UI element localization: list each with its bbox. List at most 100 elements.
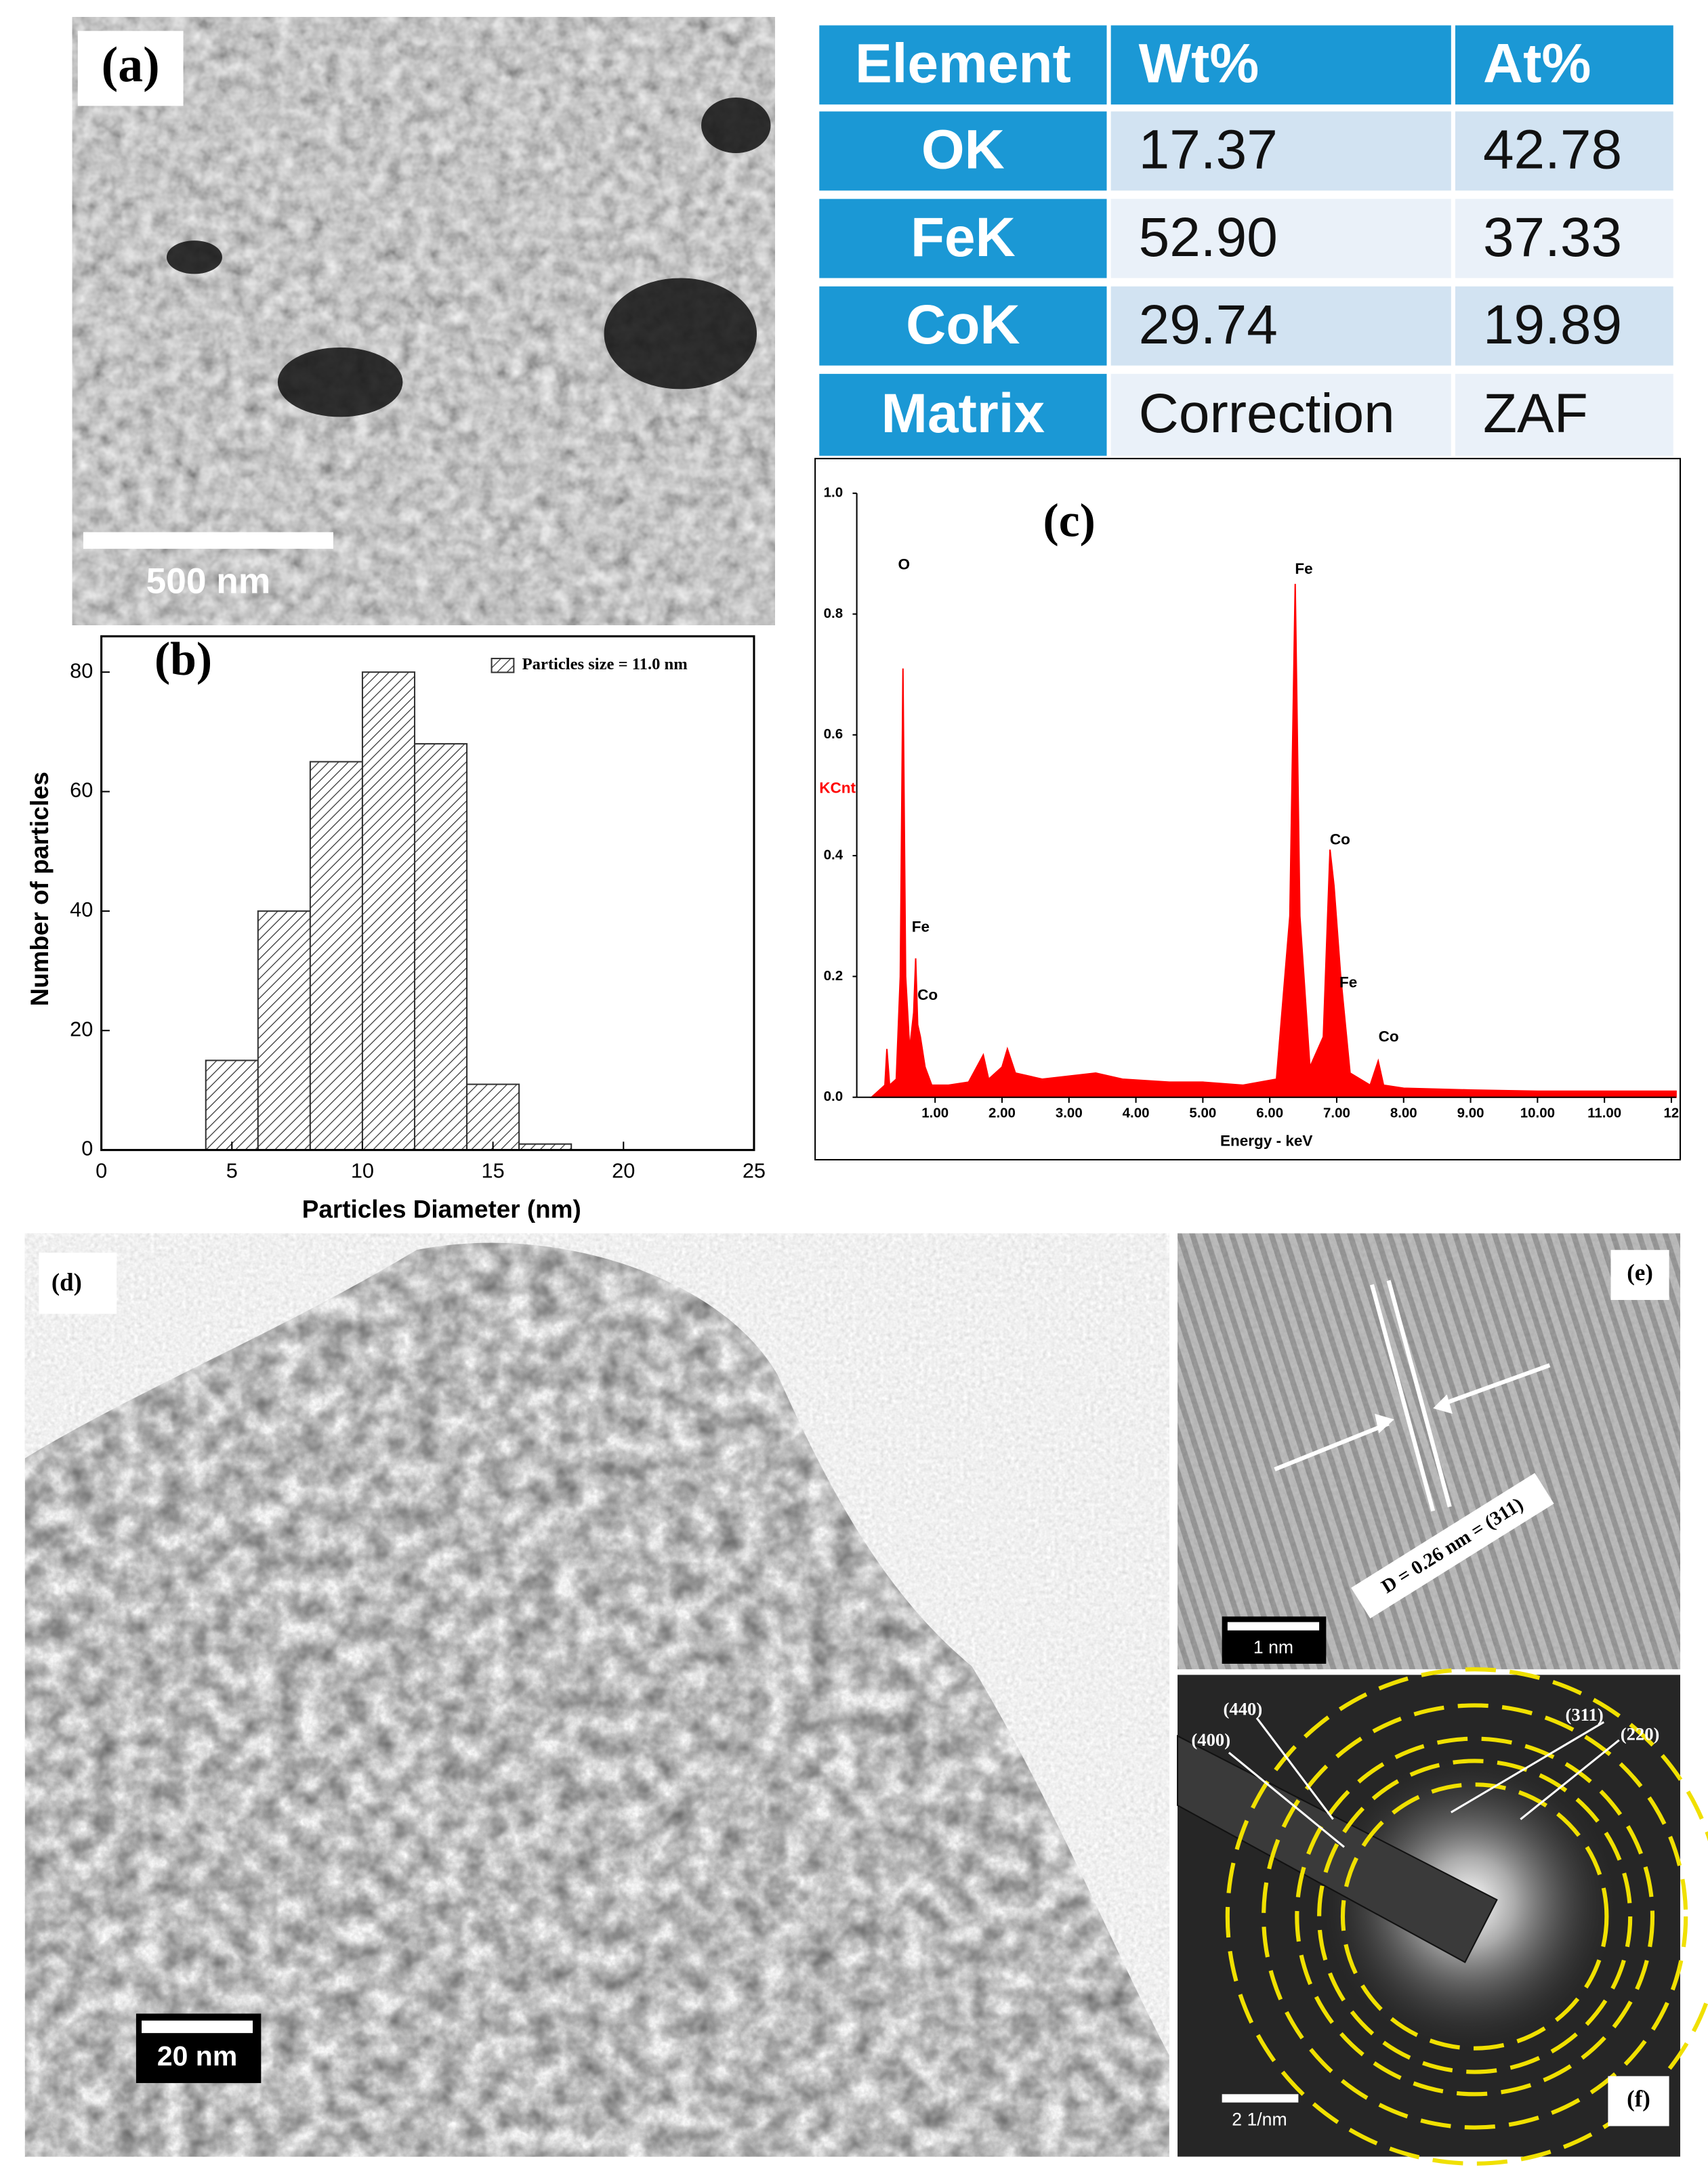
y-tick-label: 60	[70, 778, 93, 802]
x-tick-label: 10.00	[1520, 1106, 1555, 1121]
table-cell-text: FeK	[911, 207, 1016, 268]
scale-bar-label: 1 nm	[1253, 1637, 1293, 1657]
bar	[361, 671, 416, 1151]
x-tick-label: 5	[226, 1159, 238, 1183]
peak-label: Fe	[912, 919, 930, 936]
table-cell-text: 17.37	[1139, 119, 1278, 181]
table-cell-text: 19.89	[1483, 294, 1622, 356]
x-tick-label: 9.00	[1457, 1106, 1484, 1121]
fringe-line	[1370, 1284, 1436, 1512]
label-box	[1610, 1250, 1669, 1300]
x-tick-label: 20	[612, 1159, 635, 1183]
arrowheads	[1375, 1394, 1453, 1433]
ring	[1317, 1759, 1633, 2074]
scale-bar-label: 2 1/nm	[1232, 2109, 1287, 2129]
bar	[466, 1083, 520, 1151]
legend-label: Particles size = 11.0 nm	[522, 655, 688, 673]
table-cell-text: 37.33	[1483, 207, 1622, 268]
table-cell	[1455, 286, 1673, 366]
x-tick-label: 2.00	[988, 1106, 1016, 1121]
rings	[1225, 1667, 1708, 2166]
panel-label: (b)	[154, 633, 212, 686]
table-cell	[819, 111, 1107, 191]
scale-bar	[1227, 1622, 1320, 1631]
table-cell	[1110, 286, 1451, 366]
tem-cluster	[24, 1242, 1169, 2157]
y-tick-label: 0	[81, 1137, 93, 1160]
fringe-marks	[1274, 1280, 1551, 1512]
peak-label: Co	[1330, 831, 1350, 848]
table-cell	[1455, 373, 1673, 456]
table-cell-text: 29.74	[1139, 294, 1278, 356]
y-tick-label: 40	[70, 898, 93, 921]
x-tick-label: 6.00	[1256, 1106, 1283, 1121]
scale-bar	[83, 532, 333, 549]
peak-label: Fe	[1295, 560, 1312, 577]
x-tick-label: 3.00	[1056, 1106, 1083, 1121]
x-tick-label: 7.00	[1323, 1106, 1350, 1121]
table-cell-text: Matrix	[881, 383, 1045, 444]
pointer	[1228, 1751, 1345, 1848]
scale-bar	[142, 2020, 253, 2034]
x-axis-label: Particles Diameter (nm)	[302, 1196, 581, 1223]
x-tick-label: 1.00	[921, 1106, 949, 1121]
ring-label: (400)	[1191, 1729, 1230, 1750]
ring	[1262, 1703, 1688, 2130]
annotation-box	[1351, 1473, 1554, 1619]
table-cell-text: 42.78	[1483, 119, 1622, 181]
spectrum-frame	[814, 457, 1682, 1160]
peak-label: Co	[917, 986, 938, 1003]
bar	[413, 742, 468, 1151]
panel-label: (c)	[1043, 495, 1096, 547]
y-tick-label: 0.2	[824, 968, 843, 984]
table-header: Wt%	[1139, 33, 1259, 95]
x-tick-label: 5.00	[1189, 1106, 1216, 1121]
table-header-cell	[819, 25, 1107, 105]
panel-label: (e)	[1627, 1259, 1653, 1286]
y-axis-label: KCnt	[819, 780, 856, 797]
y-tick-label: 20	[70, 1017, 93, 1041]
y-tick-label: 0.4	[824, 847, 843, 863]
label-box	[39, 1253, 117, 1314]
beam-stopper	[1177, 1734, 1498, 1964]
table-cell	[819, 373, 1107, 456]
ring	[1340, 1782, 1609, 2051]
label-box	[77, 30, 184, 106]
x-tick-label: 11.00	[1587, 1106, 1621, 1121]
legend-swatch	[491, 658, 515, 673]
table-header-cell	[1110, 25, 1451, 105]
y-tick-label: 0.6	[824, 726, 843, 742]
hrtem-noise	[1178, 1233, 1681, 1670]
ring-pointers	[1228, 1717, 1620, 1848]
y-tick-label: 0.0	[824, 1089, 843, 1104]
table-cell	[819, 286, 1107, 366]
panel-label: (a)	[102, 37, 160, 92]
table-cell-text: 52.90	[1139, 207, 1278, 268]
peak-label: Co	[1379, 1028, 1399, 1045]
table-cell	[1110, 373, 1451, 456]
label-box	[1608, 2076, 1669, 2126]
table-cell	[1455, 111, 1673, 191]
table-cell-text: CoK	[906, 294, 1020, 356]
table-cell-text: OK	[921, 119, 1005, 181]
table-cell-text: Correction	[1139, 383, 1395, 444]
y-tick-label: 1.0	[824, 485, 843, 501]
x-tick-label: 8.00	[1390, 1106, 1417, 1121]
bar	[309, 761, 363, 1151]
pore	[277, 347, 403, 417]
x-tick-label: 12	[1664, 1106, 1680, 1121]
arrow	[1438, 1363, 1551, 1408]
pointer	[1255, 1717, 1334, 1820]
arrow	[1274, 1421, 1390, 1471]
y-axis-label: Number of particles	[26, 772, 54, 1006]
pointer	[1451, 1721, 1605, 1813]
table-cell	[819, 198, 1107, 278]
y-tick-label: 0.8	[824, 606, 843, 621]
sem-pores	[166, 98, 771, 417]
x-tick-label: 25	[743, 1159, 766, 1183]
table-cell	[1110, 198, 1451, 278]
pore	[166, 240, 222, 274]
scale-bar	[1222, 2094, 1299, 2103]
